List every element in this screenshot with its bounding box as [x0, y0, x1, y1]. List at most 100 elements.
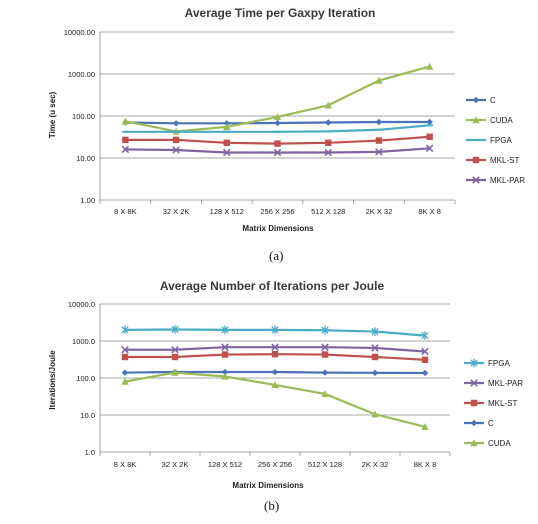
y-axis-title: Iterations/Joule: [48, 350, 57, 410]
legend-label: MKL-ST: [490, 156, 519, 165]
chart-title: Average Number of Iterations per Joule: [160, 279, 385, 293]
data-point: [426, 133, 433, 140]
data-point: [371, 369, 379, 377]
legend-marker: [472, 96, 480, 104]
x-tick-label: 8 X 8K: [114, 460, 137, 469]
x-tick-label: 2K X 32: [362, 460, 389, 469]
x-tick-label: 8K X 8: [418, 207, 441, 216]
legend-item: MKL-ST: [466, 156, 519, 165]
legend-label: FPGA: [488, 359, 510, 368]
data-point: [221, 351, 229, 358]
y-axis-title: Time (u sec): [48, 91, 57, 138]
data-point: [221, 368, 229, 376]
data-point: [121, 145, 130, 154]
y-tick-label: 100.0: [76, 374, 95, 383]
x-tick-label: 512 X 128: [308, 460, 342, 469]
data-point: [274, 130, 281, 133]
data-point: [273, 148, 282, 157]
series-fpga: [122, 124, 433, 133]
data-point: [426, 124, 433, 127]
legend-label: MKL-ST: [488, 399, 517, 408]
data-point: [121, 325, 129, 335]
data-point: [324, 148, 332, 157]
legend-marker: [472, 156, 480, 164]
data-point: [375, 137, 383, 144]
data-point: [121, 117, 130, 125]
data-point: [223, 130, 230, 133]
series-mkl-st: [121, 350, 429, 364]
legend-marker: [470, 358, 478, 368]
data-point: [321, 343, 329, 351]
x-tick-label: 128 X 512: [208, 460, 242, 469]
legend-marker: [472, 116, 480, 124]
legend-label: CUDA: [490, 116, 513, 125]
data-point: [321, 390, 329, 398]
y-tick-label: 1000.00: [68, 70, 95, 79]
data-point: [172, 120, 180, 127]
data-point: [271, 325, 279, 335]
x-tick-label: 256 X 256: [260, 207, 294, 216]
chart-b: Average Number of Iterations per Joule I…: [48, 279, 523, 490]
series-mkl-par: [121, 144, 434, 157]
y-tick-label: 1.00: [80, 196, 95, 205]
series-line: [124, 371, 426, 428]
legend-item: C: [464, 419, 494, 428]
data-point: [172, 146, 180, 154]
legend-label: CUDA: [488, 439, 511, 448]
chart-title: Average Time per Gaxpy Iteration: [185, 6, 376, 20]
data-point: [375, 148, 383, 156]
legend-item: FPGA: [464, 358, 510, 368]
legend-label: FPGA: [490, 136, 512, 145]
legend-marker: [472, 139, 480, 141]
data-point: [371, 344, 379, 352]
series-c: [122, 118, 433, 127]
data-point: [171, 368, 179, 376]
legend-label: C: [490, 96, 496, 105]
data-point: [371, 353, 379, 361]
data-point: [223, 139, 230, 147]
x-axis-title: Matrix Dimensions: [242, 224, 314, 233]
legend-label: MKL-PAR: [488, 379, 523, 388]
caption-a: (a): [269, 248, 284, 263]
y-tick-label: 1.0: [85, 448, 95, 457]
series-mkl-par: [121, 343, 429, 356]
y-tick-label: 1000.0: [72, 337, 95, 346]
data-point: [121, 353, 129, 361]
data-point: [223, 148, 231, 157]
legend-marker: [472, 176, 480, 184]
x-tick-label: 8K X 8: [414, 460, 437, 469]
x-tick-label: 2K X 32: [366, 207, 393, 216]
legend-item: MKL-PAR: [466, 176, 525, 185]
data-point: [122, 130, 129, 133]
data-point: [321, 326, 329, 335]
data-point: [271, 343, 279, 351]
x-tick-label: 32 X 2K: [162, 460, 189, 469]
data-point: [421, 347, 429, 356]
legend-label: MKL-PAR: [490, 176, 525, 185]
series-c: [121, 368, 429, 377]
series-mkl-st: [122, 133, 433, 147]
y-tick-label: 10.0: [80, 411, 95, 420]
data-point: [325, 139, 332, 147]
data-point: [426, 118, 433, 126]
data-point: [421, 356, 429, 364]
legend: FPGA MKL-PAR MKL-ST C CUDA: [464, 358, 523, 448]
data-point: [274, 119, 281, 127]
data-point: [321, 369, 329, 376]
data-point: [221, 325, 229, 335]
data-point: [271, 350, 279, 358]
legend-marker: [470, 419, 478, 427]
data-point: [172, 136, 180, 144]
x-tick-label: 32 X 2K: [163, 207, 190, 216]
data-point: [375, 76, 383, 84]
data-point: [171, 345, 179, 354]
data-point: [121, 369, 129, 376]
x-axis-title: Matrix Dimensions: [232, 481, 304, 490]
x-tick-label: 8 X 8K: [114, 207, 137, 216]
data-point: [371, 327, 379, 336]
legend-item: CUDA: [466, 116, 513, 125]
series-fpga: [121, 325, 429, 340]
legend-item: MKL-PAR: [464, 379, 523, 388]
legend-item: C: [466, 96, 496, 105]
series-cuda: [121, 368, 429, 430]
